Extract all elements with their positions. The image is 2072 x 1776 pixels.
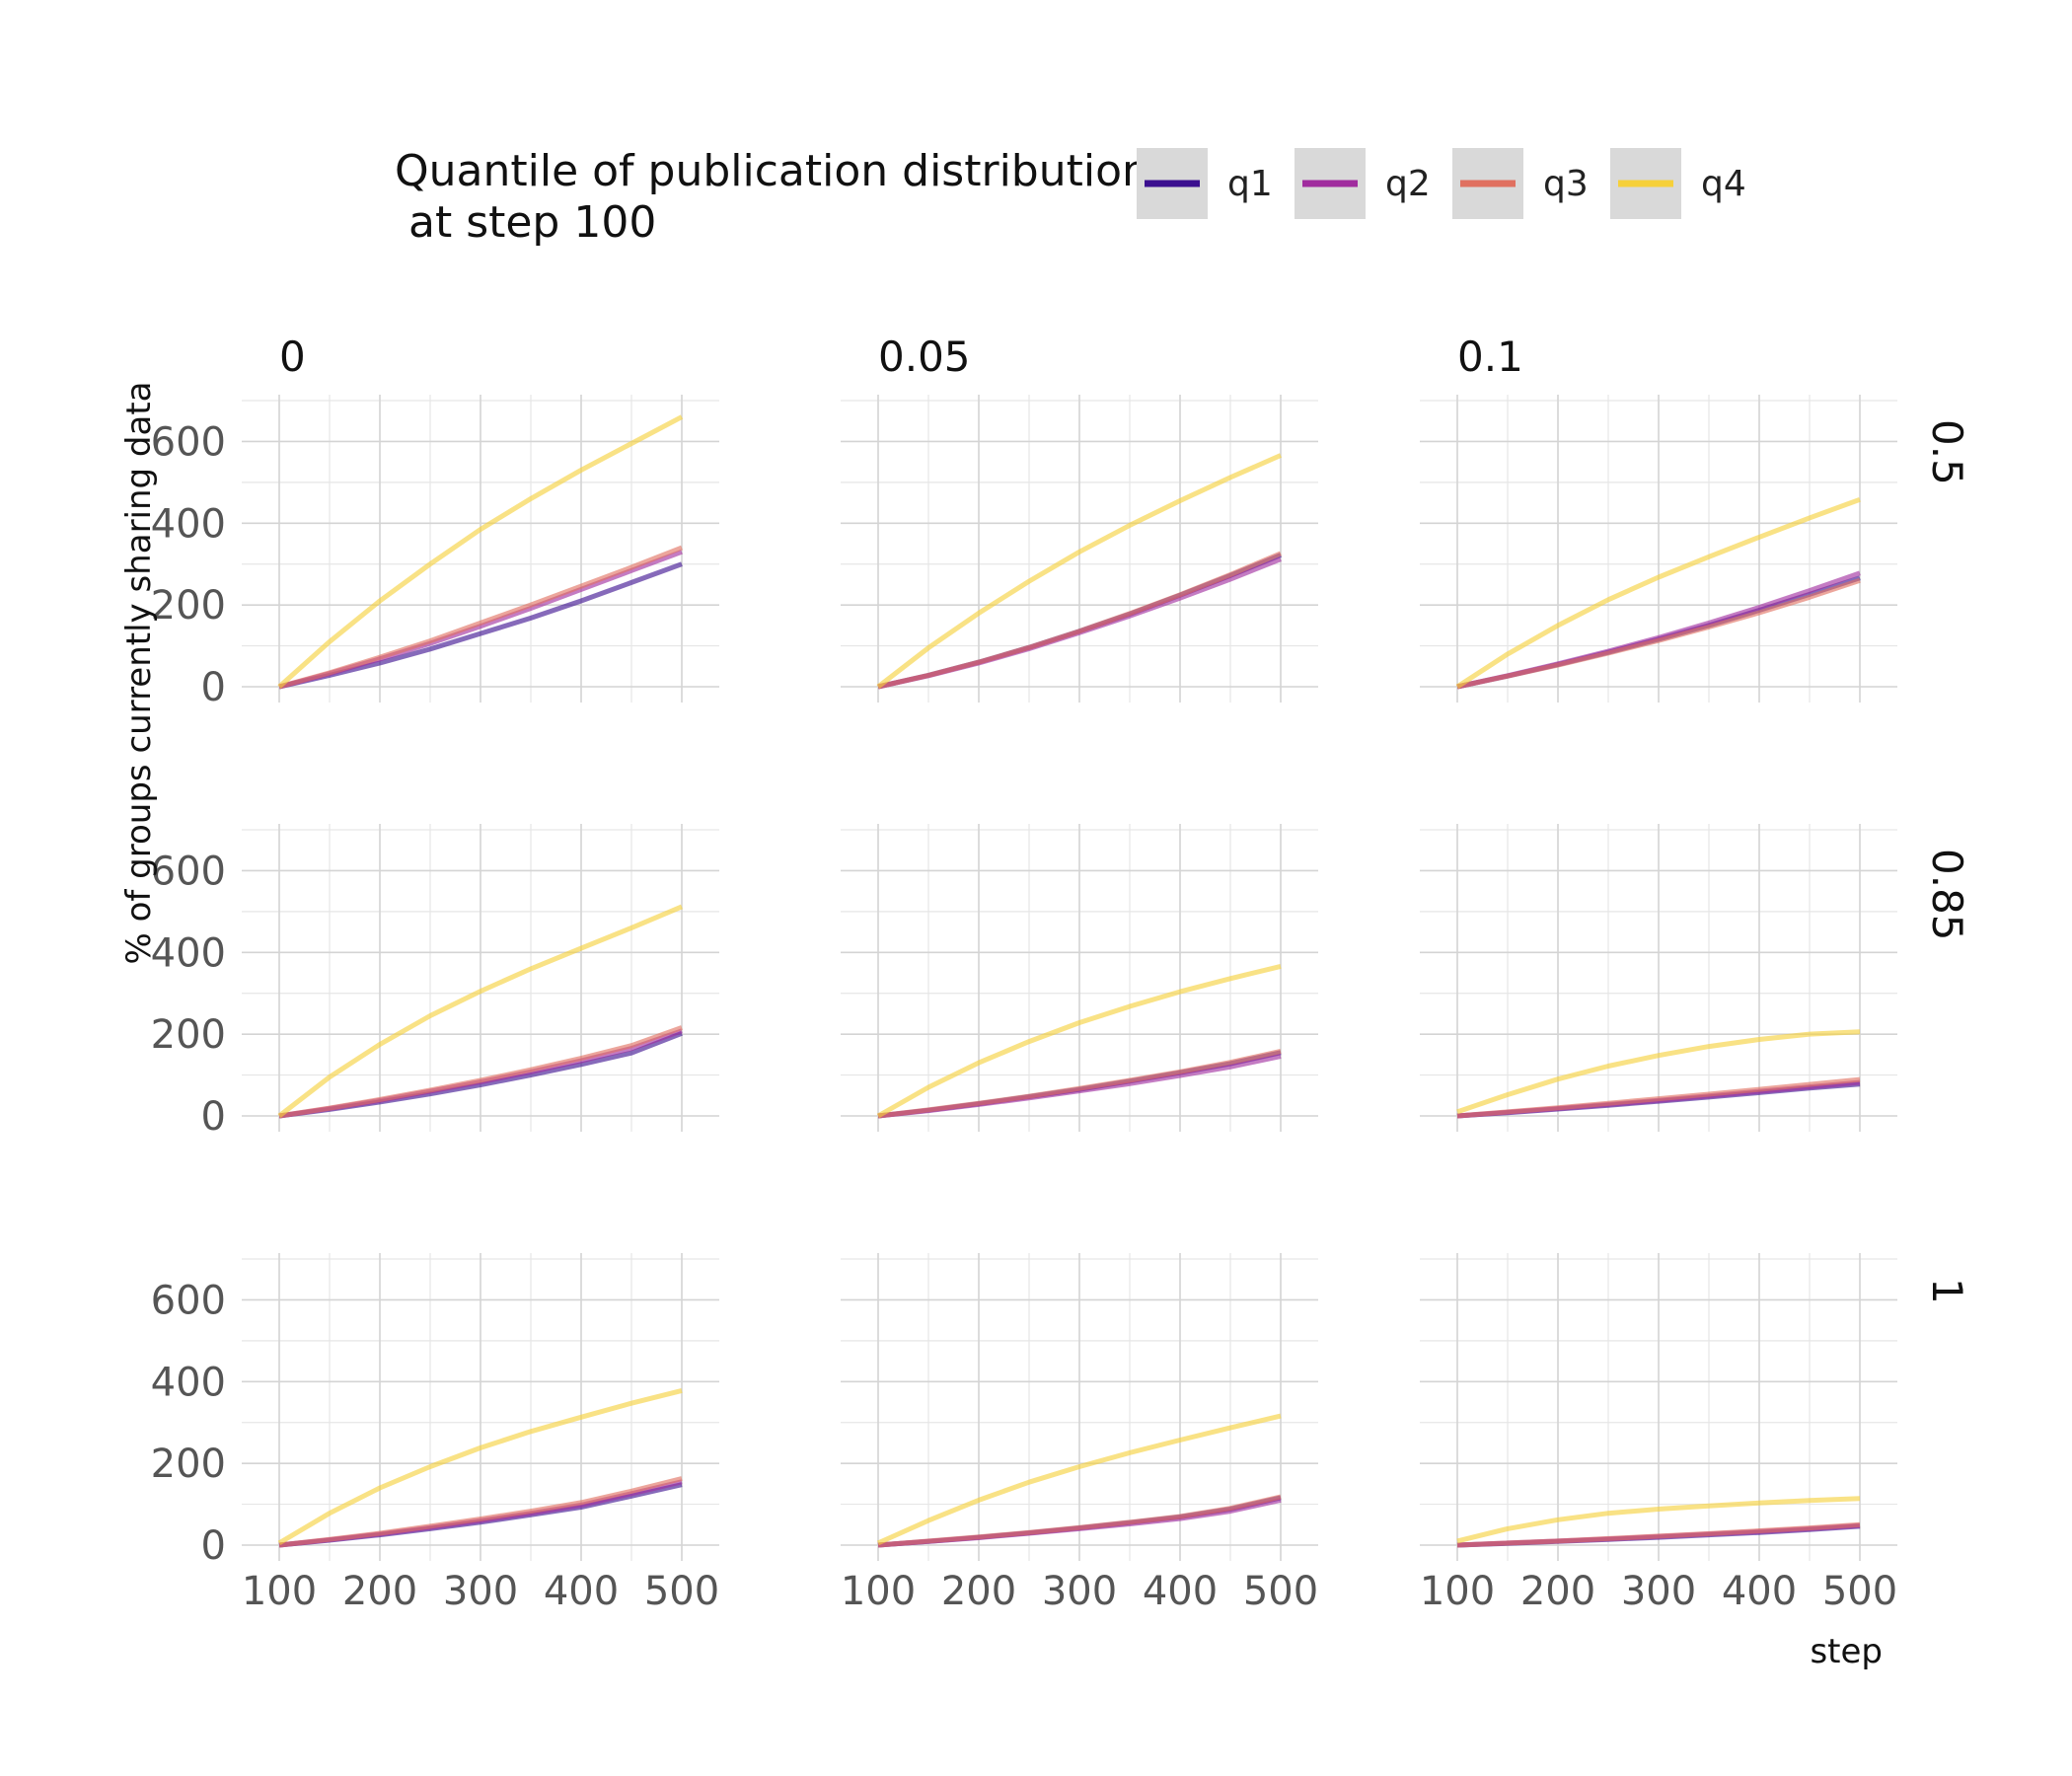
y-tick-label: 400	[151, 501, 226, 547]
series-line-q4	[277, 414, 684, 689]
legend-label: q2	[1385, 164, 1431, 204]
legend-label: q1	[1227, 164, 1273, 204]
series-line-q3	[877, 1049, 1282, 1119]
series-line-q3	[1456, 1076, 1861, 1119]
y-tick-label: 200	[151, 1012, 226, 1058]
panel-0.05-1: 100 200 300 400 500	[841, 1253, 1318, 1614]
y-tick-label: 200	[151, 1442, 226, 1487]
y-tick-label: 400	[151, 930, 226, 976]
x-tick-label: 100	[841, 1569, 916, 1614]
y-tick-label: 600	[151, 419, 226, 465]
y-tick-label: 0	[201, 1094, 226, 1140]
panel-0-1: 0 200 400 600 100 200 300 400 500	[151, 1253, 719, 1614]
series-line-q4	[1456, 1029, 1861, 1115]
series-line-q3	[877, 551, 1282, 690]
y-tick-label: 200	[151, 583, 226, 629]
series-line-q4	[876, 1413, 1282, 1546]
series-line-q4	[277, 904, 683, 1118]
x-tick-label: 300	[1042, 1569, 1117, 1614]
facet-row-strip: 1	[1923, 1278, 1971, 1304]
series-line-q4	[277, 1387, 683, 1546]
x-tick-label: 500	[644, 1569, 719, 1614]
legend-title-line1: Quantile of publication distribution	[395, 146, 1149, 196]
x-tick-label: 200	[1520, 1569, 1595, 1614]
x-tick-label: 300	[1621, 1569, 1696, 1614]
y-tick-label: 600	[151, 849, 226, 894]
y-tick-label: 0	[201, 1523, 226, 1569]
x-tick-label: 400	[1722, 1569, 1797, 1614]
legend: Quantile of publication distribution at …	[395, 146, 1746, 248]
panel-0.1-1: 100 200 300 400 500 1	[1420, 1253, 1971, 1614]
legend-key-q2: q2	[1295, 148, 1431, 219]
legend-key-q3: q3	[1452, 148, 1589, 219]
series-line-q4	[1456, 1496, 1861, 1544]
x-tick-label: 200	[941, 1569, 1016, 1614]
facet-column-strip: 0.05	[878, 333, 971, 381]
legend-key-q4: q4	[1610, 148, 1746, 219]
y-tick-label: 600	[151, 1278, 226, 1323]
x-tick-label: 500	[1243, 1569, 1318, 1614]
x-tick-label: 100	[242, 1569, 317, 1614]
x-axis-title: step	[1810, 1632, 1883, 1671]
series-line-q3	[278, 1476, 683, 1548]
facet-panels: 0 200 400 600 0 0.05 0.1 0.5 0 200 400 600 0.85 0 200 4…	[151, 333, 1971, 1614]
series-line-q3	[278, 545, 683, 690]
y-axis-title: % of groups currently sharing data	[119, 381, 159, 964]
legend-title-line2: at step 100	[395, 197, 656, 248]
series-line-q3	[1456, 1521, 1861, 1548]
legend-label: q3	[1543, 164, 1589, 204]
x-tick-label: 400	[1143, 1569, 1218, 1614]
facet-row-strip: 0.5	[1923, 419, 1971, 485]
series-line-q4	[876, 453, 1283, 689]
series-line-q4	[1455, 496, 1861, 690]
panel-0.1-0.5: 0.1 0.5	[1420, 333, 1971, 703]
panel-0.1-0.85: 0.85	[1420, 824, 1971, 1132]
x-tick-label: 400	[544, 1569, 619, 1614]
series-line-q4	[876, 963, 1282, 1119]
panel-0-0.85: 0 200 400 600	[151, 824, 719, 1140]
series-line-q3	[877, 1494, 1282, 1548]
facet-column-strip: 0	[279, 333, 306, 381]
facet-column-strip: 0.1	[1457, 333, 1523, 381]
x-tick-label: 200	[342, 1569, 417, 1614]
series-line-q3	[278, 1025, 683, 1119]
panel-0-0.5: 0 200 400 600 0	[151, 333, 719, 710]
legend-label: q4	[1701, 164, 1746, 204]
series-line-q3	[1456, 577, 1861, 690]
legend-keys: q1 q2 q3 q4	[1137, 148, 1746, 219]
y-tick-label: 400	[151, 1360, 226, 1405]
legend-key-q1: q1	[1137, 148, 1273, 219]
y-tick-label: 0	[201, 665, 226, 710]
x-tick-label: 500	[1822, 1569, 1897, 1614]
x-tick-label: 100	[1420, 1569, 1495, 1614]
panel-0.05-0.85	[841, 824, 1318, 1132]
facet-row-strip: 0.85	[1923, 849, 1971, 941]
x-tick-label: 300	[443, 1569, 518, 1614]
panel-0.05-0.5: 0.05	[841, 333, 1318, 703]
